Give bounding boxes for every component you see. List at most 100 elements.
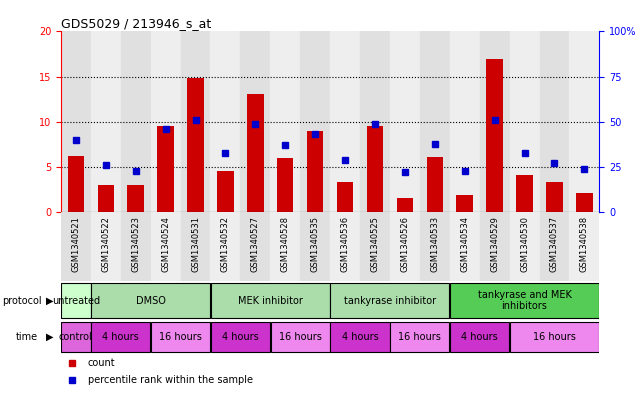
Text: GSM1340529: GSM1340529	[490, 216, 499, 272]
Bar	[210, 31, 240, 212]
Bar	[187, 77, 204, 212]
Text: GSM1340531: GSM1340531	[191, 216, 200, 272]
Text: untreated: untreated	[52, 296, 100, 306]
Bar	[91, 322, 151, 352]
Text: 16 hours: 16 hours	[533, 332, 576, 342]
Bar	[569, 31, 599, 212]
Bar	[181, 212, 210, 281]
Bar	[517, 175, 533, 212]
Bar	[307, 131, 324, 212]
Text: GSM1340534: GSM1340534	[460, 216, 469, 272]
Text: GSM1340537: GSM1340537	[550, 216, 559, 272]
Bar	[128, 185, 144, 212]
Bar	[367, 126, 383, 212]
Text: 4 hours: 4 hours	[462, 332, 498, 342]
Text: DMSO: DMSO	[136, 296, 165, 306]
Bar	[330, 283, 449, 318]
Bar	[277, 158, 294, 212]
Bar	[360, 212, 390, 281]
Text: GSM1340524: GSM1340524	[161, 216, 170, 272]
Text: percentile rank within the sample: percentile rank within the sample	[88, 375, 253, 385]
Text: time: time	[15, 332, 38, 342]
Text: GSM1340526: GSM1340526	[401, 216, 410, 272]
Text: GDS5029 / 213946_s_at: GDS5029 / 213946_s_at	[61, 17, 211, 30]
Bar	[479, 31, 510, 212]
Text: 4 hours: 4 hours	[222, 332, 259, 342]
Bar	[330, 212, 360, 281]
Bar	[337, 182, 353, 212]
Bar	[91, 212, 121, 281]
Text: GSM1340530: GSM1340530	[520, 216, 529, 272]
Bar	[540, 212, 569, 281]
Bar	[546, 182, 563, 212]
Text: ▶: ▶	[46, 296, 54, 306]
Bar	[450, 212, 479, 281]
Text: ▶: ▶	[46, 332, 54, 342]
Bar	[330, 31, 360, 212]
Bar	[247, 94, 263, 212]
Text: tankyrase and MEK
inhibitors: tankyrase and MEK inhibitors	[478, 290, 572, 311]
Bar	[390, 31, 420, 212]
Text: GSM1340535: GSM1340535	[311, 216, 320, 272]
Bar	[240, 212, 271, 281]
Text: GSM1340528: GSM1340528	[281, 216, 290, 272]
Bar	[450, 322, 510, 352]
Bar	[91, 31, 121, 212]
Bar	[576, 193, 593, 212]
Bar	[217, 171, 233, 212]
Bar	[390, 322, 449, 352]
Text: 16 hours: 16 hours	[159, 332, 202, 342]
Bar	[569, 212, 599, 281]
Bar	[479, 212, 510, 281]
Bar	[487, 59, 503, 212]
Bar	[510, 322, 599, 352]
Bar	[240, 31, 271, 212]
Bar	[97, 185, 114, 212]
Bar	[271, 31, 300, 212]
Bar	[510, 31, 540, 212]
Bar	[420, 31, 450, 212]
Bar	[397, 198, 413, 212]
Bar	[540, 31, 569, 212]
Bar	[420, 212, 450, 281]
Text: 4 hours: 4 hours	[342, 332, 378, 342]
Text: 16 hours: 16 hours	[279, 332, 322, 342]
Bar	[210, 212, 240, 281]
Bar	[390, 212, 420, 281]
Text: protocol: protocol	[3, 296, 42, 306]
Text: GSM1340525: GSM1340525	[370, 216, 379, 272]
Bar	[151, 322, 210, 352]
Bar	[510, 212, 540, 281]
Text: GSM1340521: GSM1340521	[71, 216, 80, 272]
Text: GSM1340522: GSM1340522	[101, 216, 110, 272]
Bar	[181, 31, 210, 212]
Bar	[158, 126, 174, 212]
Text: GSM1340527: GSM1340527	[251, 216, 260, 272]
Text: GSM1340523: GSM1340523	[131, 216, 140, 272]
Bar	[151, 31, 181, 212]
Bar	[211, 283, 330, 318]
Text: GSM1340532: GSM1340532	[221, 216, 230, 272]
Text: GSM1340533: GSM1340533	[430, 216, 439, 272]
Bar	[300, 212, 330, 281]
Bar	[456, 195, 473, 212]
Text: control: control	[59, 332, 93, 342]
Text: 16 hours: 16 hours	[399, 332, 441, 342]
Bar	[61, 322, 90, 352]
Bar	[450, 283, 599, 318]
Bar	[61, 283, 90, 318]
Bar	[211, 322, 270, 352]
Bar	[61, 31, 91, 212]
Text: MEK inhibitor: MEK inhibitor	[238, 296, 303, 306]
Bar	[271, 322, 330, 352]
Bar	[427, 157, 443, 212]
Text: 4 hours: 4 hours	[103, 332, 139, 342]
Bar	[450, 31, 479, 212]
Bar	[151, 212, 181, 281]
Text: GSM1340536: GSM1340536	[340, 216, 349, 272]
Text: tankyrase inhibitor: tankyrase inhibitor	[344, 296, 436, 306]
Bar	[271, 212, 300, 281]
Bar	[330, 322, 390, 352]
Bar	[360, 31, 390, 212]
Bar	[121, 212, 151, 281]
